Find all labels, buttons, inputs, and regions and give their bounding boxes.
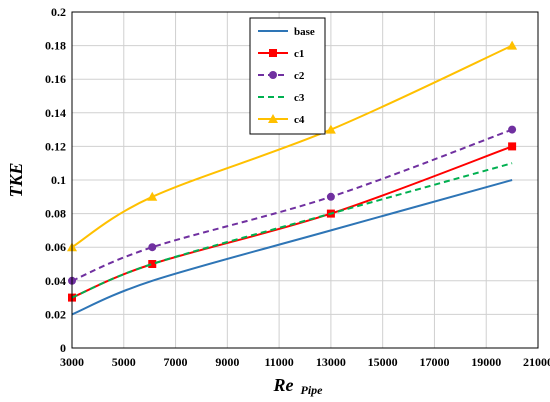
legend-entry-c4: c4	[258, 114, 305, 126]
series-c3	[71, 162, 513, 299]
y-tick-label: 0.2	[51, 5, 66, 19]
y-tick-label: 0.06	[45, 240, 66, 254]
x-axis-title-main: Re	[273, 375, 294, 395]
legend-marker-c1	[269, 49, 277, 57]
legend-entry-c1: c1	[258, 48, 304, 60]
series-c4	[67, 40, 518, 252]
y-axis-title: TKE	[6, 162, 26, 197]
x-tick-label: 3000	[60, 355, 84, 369]
data-point-c1	[508, 142, 517, 151]
y-tick-label: 0.1	[51, 173, 66, 187]
y-tick-label: 0.18	[45, 39, 66, 53]
y-tick-label: 0.02	[45, 307, 66, 321]
series-line-base	[71, 179, 513, 316]
legend-marker-c2	[269, 71, 277, 79]
data-point-c2	[326, 192, 335, 201]
x-tick-label: 15000	[368, 355, 398, 369]
y-tick-label: 0.08	[45, 207, 66, 221]
data-point-c1	[148, 260, 157, 268]
x-tick-label: 5000	[112, 355, 136, 369]
series-line-c2	[71, 128, 513, 282]
y-tick-label: 0.16	[45, 72, 66, 86]
x-tick-label: 13000	[316, 355, 346, 369]
legend-marker-c4	[268, 114, 278, 123]
x-tick-label: 9000	[215, 355, 239, 369]
legend-label-c3: c3	[294, 92, 305, 104]
y-tick-label: 0	[60, 341, 66, 355]
x-axis-title: Re Pipe	[273, 375, 324, 397]
series-layer	[67, 40, 518, 316]
series-c1	[68, 142, 517, 302]
y-tick-label: 0.04	[45, 274, 66, 288]
x-tick-label: 7000	[164, 355, 188, 369]
data-point-c4	[147, 191, 158, 201]
axes	[71, 11, 539, 349]
legend-label-c4: c4	[294, 114, 305, 126]
x-tick-label: 17000	[419, 355, 449, 369]
data-point-c4	[325, 124, 336, 134]
y-tick-label: 0.14	[45, 106, 66, 120]
legend-entry-base: base	[258, 26, 315, 38]
legend-label-c1: c1	[294, 48, 304, 60]
grid-lines	[72, 11, 539, 348]
series-c2	[68, 125, 517, 285]
plot-frame	[71, 11, 539, 349]
y-tick-label: 0.12	[45, 139, 66, 153]
data-point-c2	[508, 125, 517, 134]
series-line-c3	[71, 162, 513, 299]
x-tick-label: 21000	[523, 355, 550, 369]
data-point-c2	[148, 243, 157, 252]
x-axis-title-sub: Pipe	[301, 383, 324, 397]
legend: base c1 c2 c3 c4	[249, 17, 326, 135]
legend-label-c2: c2	[294, 70, 305, 82]
data-point-c4	[507, 40, 518, 50]
x-tick-label: 11000	[264, 355, 293, 369]
legend-label-base: base	[294, 26, 315, 38]
tick-labels: 0 0.02 0.04 0.06 0.08 0.1 0.12 0.14 0.16 0.18 0.2 3…	[45, 5, 550, 369]
x-tick-label: 19000	[471, 355, 501, 369]
series-base	[71, 179, 513, 316]
series-line-c4	[71, 44, 513, 249]
legend-entry-c2: c2	[258, 70, 305, 82]
series-line-c1	[71, 145, 513, 299]
legend-entry-c3: c3	[258, 92, 305, 104]
